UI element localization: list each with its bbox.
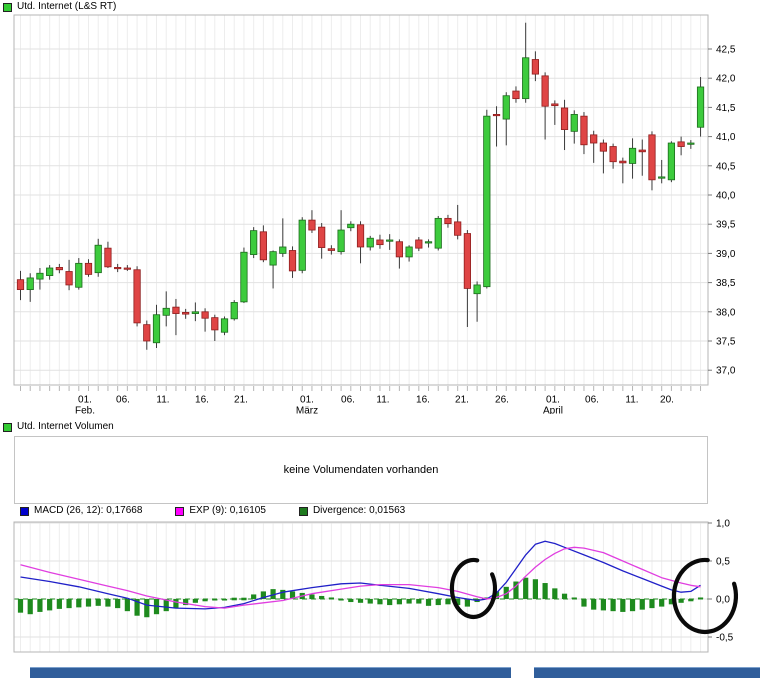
svg-text:40,0: 40,0 xyxy=(716,191,736,202)
macd-grid xyxy=(14,522,708,652)
svg-text:0,0: 0,0 xyxy=(716,595,730,606)
svg-text:40,5: 40,5 xyxy=(716,161,736,172)
svg-text:01.: 01. xyxy=(546,395,560,406)
macd-indicator-chart[interactable]: 1,0 0,5 0,0 -0,5 xyxy=(0,518,760,658)
volume-panel: keine Volumendaten vorhanden xyxy=(14,436,708,504)
price-grid xyxy=(14,15,708,385)
svg-text:März: März xyxy=(296,406,318,415)
no-volume-message: keine Volumendaten vorhanden xyxy=(283,464,439,476)
annotation-circle xyxy=(449,557,498,619)
svg-text:16.: 16. xyxy=(416,395,430,406)
price-candlestick-chart[interactable]: 42,5 42,0 41,5 41,0 40,5 40,0 39,5 39,0 38,5 38,0… xyxy=(0,14,760,414)
svg-text:-0,5: -0,5 xyxy=(716,633,734,644)
price-series-swatch-icon xyxy=(3,2,12,12)
svg-text:Feb.: Feb. xyxy=(75,406,95,415)
svg-text:41,5: 41,5 xyxy=(716,103,736,114)
exp-series-label: EXP (9): 0,16105 xyxy=(189,505,266,516)
price-series-label: Utd. Internet (L&S RT) xyxy=(17,1,117,12)
svg-text:06.: 06. xyxy=(341,395,355,406)
macd-series-swatch-icon xyxy=(20,506,29,516)
divergence-series-swatch-icon xyxy=(298,506,308,516)
macd-plot-border xyxy=(13,521,709,653)
volume-series-swatch-icon xyxy=(3,422,12,432)
svg-text:39,0: 39,0 xyxy=(716,249,736,260)
svg-text:21.: 21. xyxy=(455,395,469,406)
price-chart-legend: Utd. Internet (L&S RT) xyxy=(3,2,116,12)
svg-text:37,0: 37,0 xyxy=(716,366,736,377)
svg-text:11.: 11. xyxy=(625,395,638,406)
svg-text:42,5: 42,5 xyxy=(716,45,736,56)
price-plot-border xyxy=(13,14,709,386)
exp-series-swatch-icon xyxy=(175,506,185,516)
svg-text:April: April xyxy=(543,406,563,415)
svg-text:06.: 06. xyxy=(585,395,599,406)
svg-text:38,0: 38,0 xyxy=(716,307,736,318)
svg-text:06.: 06. xyxy=(116,395,130,406)
macd-histogram xyxy=(17,577,704,618)
svg-text:1,0: 1,0 xyxy=(716,519,730,530)
svg-text:39,5: 39,5 xyxy=(716,220,736,231)
volume-series-label: Utd. Internet Volumen xyxy=(17,421,114,432)
svg-text:38,5: 38,5 xyxy=(716,278,736,289)
macd-series-label: MACD (26, 12): 0,17668 xyxy=(34,505,143,516)
svg-text:37,5: 37,5 xyxy=(716,337,736,348)
svg-text:42,0: 42,0 xyxy=(716,74,736,85)
annotation-circle xyxy=(671,557,738,635)
svg-text:21.: 21. xyxy=(234,395,248,406)
price-y-axis: 42,5 42,0 41,5 41,0 40,5 40,0 39,5 39,0 38,5 38,0… xyxy=(708,45,736,377)
svg-text:41,0: 41,0 xyxy=(716,132,736,143)
svg-text:01.: 01. xyxy=(78,395,92,406)
macd-legend-item: MACD (26, 12): 0,17668 xyxy=(20,506,142,516)
svg-text:11.: 11. xyxy=(376,395,389,406)
divergence-legend-item: Divergence: 0,01563 xyxy=(298,505,406,516)
svg-text:01.: 01. xyxy=(300,395,314,406)
macd-line xyxy=(20,540,701,610)
exp-legend-item: EXP (9): 0,16105 xyxy=(175,506,266,516)
exp-line xyxy=(20,546,701,609)
svg-text:20.: 20. xyxy=(660,395,674,406)
svg-text:0,5: 0,5 xyxy=(716,557,730,568)
bottom-panel-header-left xyxy=(30,667,511,678)
svg-text:16.: 16. xyxy=(195,395,209,406)
candles-layer xyxy=(16,22,705,350)
bottom-panel-header-right xyxy=(534,667,760,678)
svg-text:11.: 11. xyxy=(156,395,169,406)
divergence-series-label: Divergence: 0,01563 xyxy=(312,505,406,516)
macd-panel-legend: MACD (26, 12): 0,17668 EXP (9): 0,16105 … xyxy=(20,506,433,516)
svg-text:26.: 26. xyxy=(495,395,509,406)
volume-panel-legend: Utd. Internet Volumen xyxy=(3,422,114,432)
